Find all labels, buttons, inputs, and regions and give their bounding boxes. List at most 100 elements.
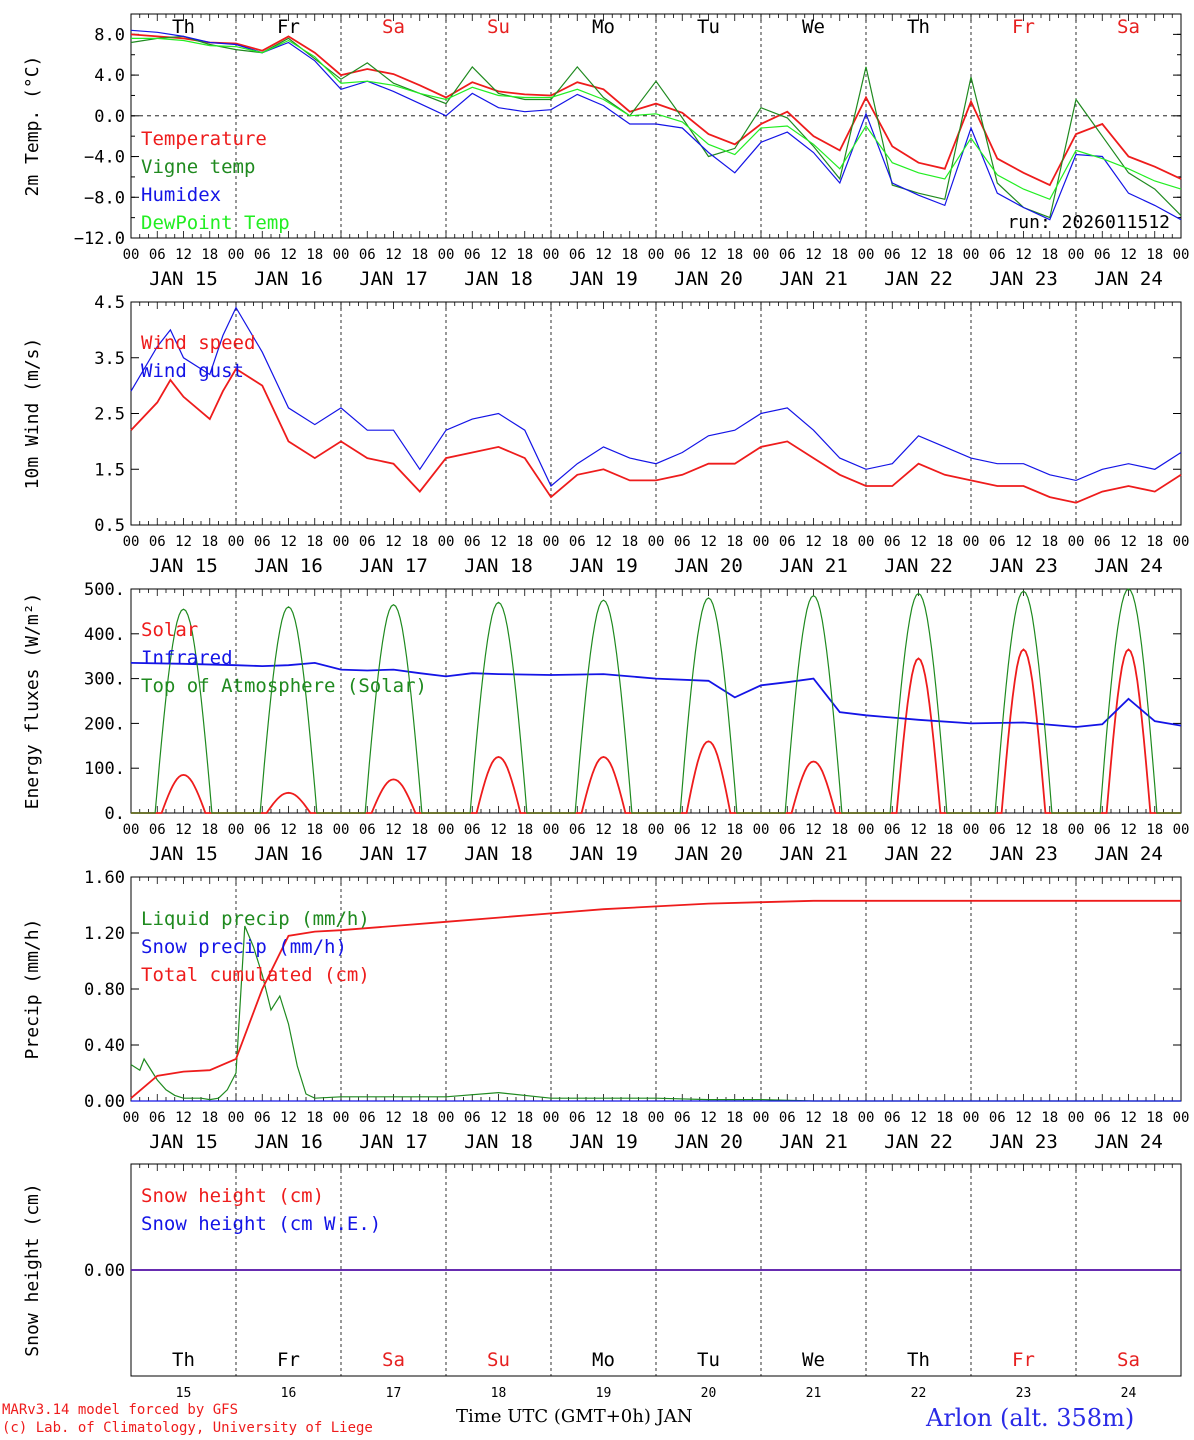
y-tick-label: 3.5 [94,349,125,369]
hour-tick-label: 00 [123,1110,140,1126]
hour-tick-label: 12 [490,247,507,263]
series-line-top-of-atmosphere-solar- [131,588,1181,814]
hour-tick-label: 00 [858,1110,875,1126]
hour-tick-label: 00 [1068,822,1085,838]
y-tick-label: 100. [84,759,125,779]
date-label: JAN 19 [569,268,638,290]
lab-credit: (c) Lab. of Climatology, University of L… [2,1420,373,1436]
hour-tick-label: 06 [989,1110,1006,1126]
hour-tick-label: 00 [123,822,140,838]
hour-tick-label: 12 [910,822,927,838]
y-axis-label: 2m Temp. (°C) [22,56,43,197]
legend-entry: Wind speed [141,332,255,354]
hour-tick-label: 12 [595,1110,612,1126]
hour-tick-label: 12 [1120,534,1137,550]
hour-tick-label: 18 [621,822,638,838]
date-label: JAN 16 [254,843,323,865]
hour-tick-label: 12 [805,1110,822,1126]
hour-tick-label: 18 [936,1110,953,1126]
day-name-label: Sa [1117,1349,1140,1371]
hour-tick-label: 18 [1146,247,1163,263]
hour-tick-label: 00 [753,534,770,550]
hour-tick-label: 06 [149,534,166,550]
day-name-label: Fr [1012,1349,1035,1371]
hour-tick-label: 12 [280,247,297,263]
hour-tick-label: 00 [648,822,665,838]
day-name-label: Fr [277,1349,300,1371]
hour-tick-label: 12 [595,534,612,550]
date-label: JAN 18 [464,1131,533,1153]
hour-tick-label: 18 [726,534,743,550]
hour-tick-label: 12 [805,822,822,838]
day-name-label: Sa [382,1349,405,1371]
hour-tick-label: 00 [228,1110,245,1126]
date-label: JAN 17 [359,555,428,577]
hour-tick-label: 00 [543,534,560,550]
hour-tick-label: 18 [726,1110,743,1126]
hour-tick-label: 12 [175,822,192,838]
hour-tick-label: 12 [910,1110,927,1126]
hour-tick-label: 12 [595,822,612,838]
hour-tick-label: 06 [884,1110,901,1126]
hour-tick-label: 06 [569,822,586,838]
hour-tick-label: 06 [254,1110,271,1126]
day-number-label: 20 [701,1386,717,1401]
panel-frame-1 [130,301,1182,526]
hour-tick-label: 00 [543,247,560,263]
hour-tick-label: 18 [1041,247,1058,263]
y-tick-label: 0.00 [84,1261,125,1281]
hour-tick-label: 00 [1068,1110,1085,1126]
date-label: JAN 16 [254,555,323,577]
hour-tick-label: 18 [516,822,533,838]
hour-tick-label: 00 [858,534,875,550]
hour-tick-label: 12 [1015,534,1032,550]
hour-tick-label: 12 [700,534,717,550]
y-tick-label: 0.40 [84,1036,125,1056]
hour-tick-label: 06 [674,822,691,838]
date-label: JAN 19 [569,843,638,865]
y-tick-label: 0. [105,804,125,824]
day-name-label: Fr [1012,16,1035,38]
hour-tick-label: 00 [333,534,350,550]
legend-entry: Solar [141,619,198,641]
day-number-label: 22 [911,1386,927,1401]
hour-tick-label: 00 [753,822,770,838]
y-axis-label: 10m Wind (m/s) [22,338,43,490]
date-label: JAN 20 [674,268,743,290]
day-number-label: 17 [386,1386,402,1401]
legend-entry: Total cumulated (cm) [141,964,370,986]
hour-tick-label: 06 [254,247,271,263]
day-name-label: Mo [592,1349,615,1371]
day-name-label: Fr [277,16,300,38]
location-label: Arlon (alt. 358m) [926,1404,1134,1432]
hour-tick-label: 00 [753,1110,770,1126]
hour-tick-label: 18 [621,534,638,550]
hour-tick-label: 06 [674,247,691,263]
hour-tick-label: 00 [333,822,350,838]
day-name-label: Sa [382,16,405,38]
hour-tick-label: 00 [648,1110,665,1126]
y-tick-label: 1.20 [84,924,125,944]
hour-tick-label: 06 [359,247,376,263]
date-label: JAN 19 [569,555,638,577]
hour-tick-label: 06 [884,534,901,550]
date-label: JAN 21 [779,555,848,577]
hour-tick-label: 18 [411,247,428,263]
date-label: JAN 17 [359,1131,428,1153]
date-label: JAN 15 [149,555,218,577]
hour-tick-label: 00 [1173,1110,1190,1126]
hour-tick-label: 00 [963,534,980,550]
hour-tick-label: 00 [123,534,140,550]
hour-tick-label: 06 [569,534,586,550]
hour-tick-label: 06 [674,1110,691,1126]
hour-tick-label: 06 [779,822,796,838]
day-name-label: Tu [697,16,720,38]
y-axis-label: Energy fluxes (W/m²) [22,593,43,810]
hour-tick-label: 00 [438,1110,455,1126]
hour-tick-label: 00 [1068,247,1085,263]
day-name-label: We [802,16,825,38]
hour-tick-label: 18 [1041,822,1058,838]
hour-tick-label: 12 [805,247,822,263]
hour-tick-label: 06 [149,822,166,838]
hour-tick-label: 06 [884,247,901,263]
